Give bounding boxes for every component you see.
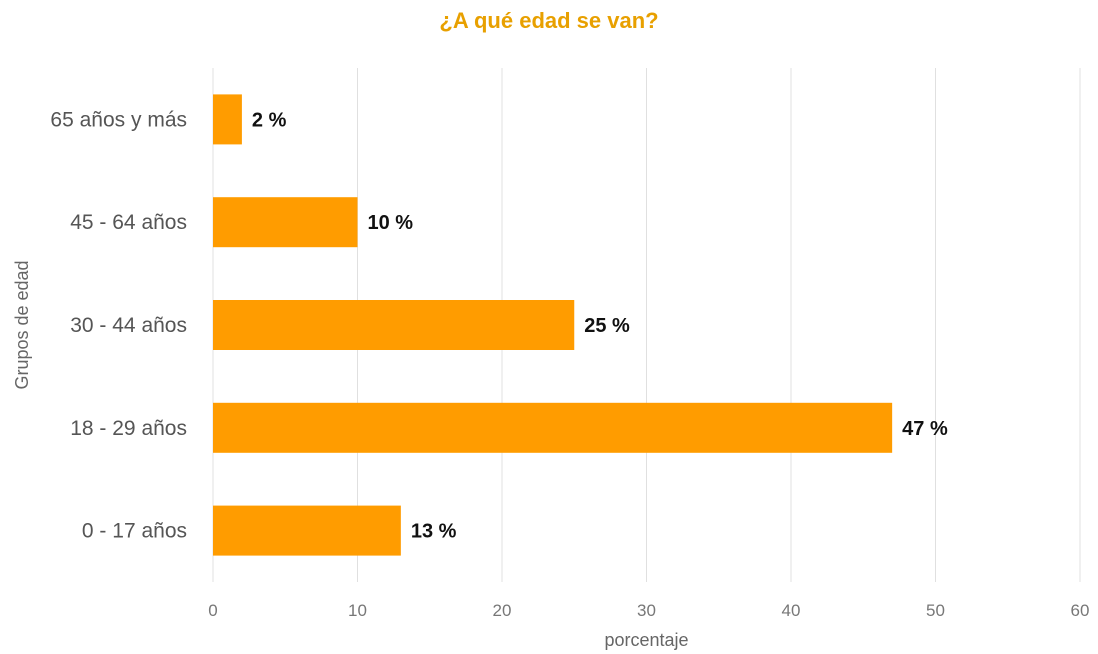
bar [213, 300, 575, 350]
x-tick-label: 60 [1071, 601, 1090, 620]
data-labels: 2 % 10 % 25 % 47 % 13 % [252, 109, 948, 542]
data-label: 25 % [584, 315, 630, 337]
bar [213, 197, 358, 248]
category-label: 18 - 29 años [70, 417, 187, 440]
category-label: 65 años y más [50, 108, 187, 131]
y-axis-title: Grupos de edad [12, 260, 32, 389]
category-label: 30 - 44 años [70, 314, 187, 337]
x-tick-label: 50 [926, 601, 945, 620]
x-tick-labels: 0 10 20 30 40 50 60 [208, 601, 1089, 620]
category-label: 45 - 64 años [70, 211, 187, 234]
x-tick-label: 0 [208, 601, 217, 620]
data-label: 2 % [252, 109, 287, 131]
data-label: 10 % [368, 212, 414, 234]
data-label: 47 % [902, 418, 948, 440]
bar [213, 505, 401, 556]
bar [213, 402, 893, 453]
x-tick-label: 30 [637, 601, 656, 620]
x-tick-label: 20 [493, 601, 512, 620]
chart-title: ¿A qué edad se van? [439, 8, 659, 33]
category-label: 0 - 17 años [82, 520, 187, 543]
bar [213, 94, 242, 145]
x-tick-label: 10 [348, 601, 367, 620]
bars [213, 94, 893, 556]
category-labels: 65 años y más 45 - 64 años 30 - 44 años 18 … [50, 108, 187, 542]
data-label: 13 % [411, 521, 457, 543]
x-tick-label: 40 [782, 601, 801, 620]
x-axis-title: porcentaje [604, 630, 688, 650]
